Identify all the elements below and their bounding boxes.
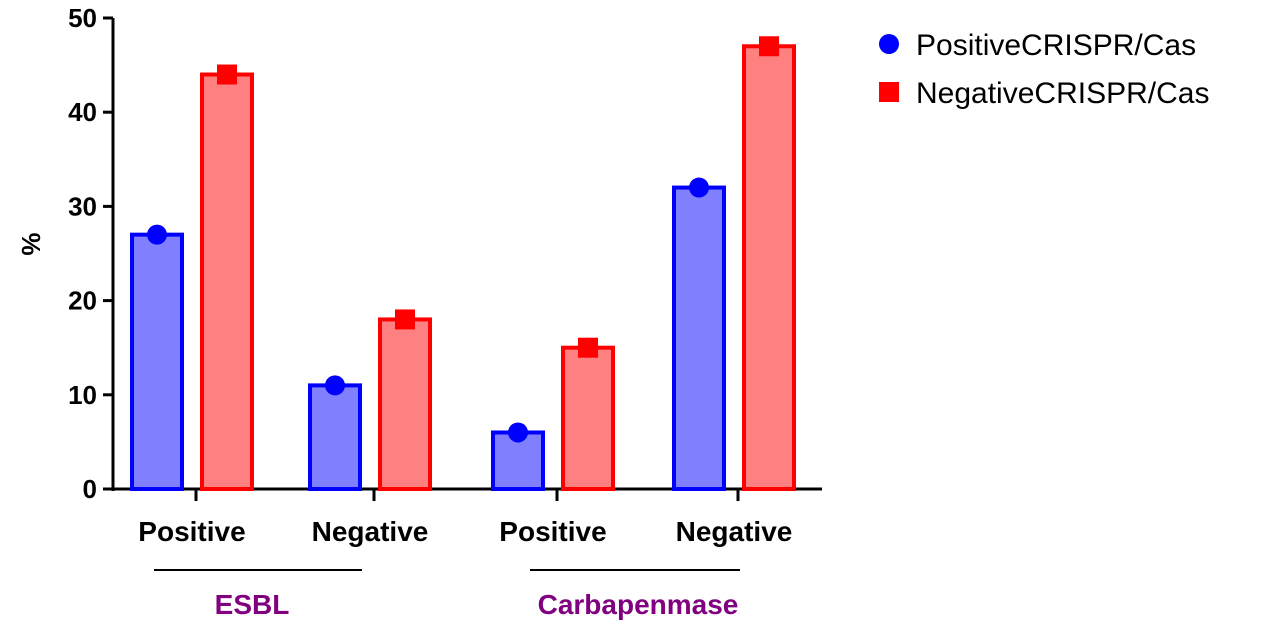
y-tick-label: 50 [68, 3, 97, 33]
bar-marker-square [217, 64, 237, 85]
y-tick-label: 20 [68, 286, 97, 316]
bar-positive-crispr [308, 383, 362, 492]
bar-marker-circle [147, 224, 167, 245]
y-tick-label: 40 [68, 97, 97, 127]
x-tick-label: Positive [499, 516, 606, 547]
y-axis-label: % [16, 232, 46, 255]
x-tick-label: Positive [138, 516, 245, 547]
bar-marker-square [578, 337, 598, 358]
y-tick-label: 0 [83, 474, 97, 504]
bar-marker-square [759, 36, 779, 57]
legend: PositiveCRISPR/Cas NegativeCRISPR/Cas [879, 29, 1209, 110]
y-tick-label: 30 [68, 191, 97, 221]
group-label: Carbapenmase [538, 589, 739, 620]
group-label: ESBL [215, 589, 290, 620]
bar-negative-crispr [561, 345, 615, 492]
legend-marker-square [879, 82, 899, 102]
legend-label: NegativeCRISPR/Cas [916, 77, 1209, 110]
x-tick-label: Negative [312, 516, 429, 547]
bar-negative-crispr [742, 44, 796, 491]
bar-positive-crispr [130, 232, 184, 491]
group-labels: ESBL Carbapenmase [154, 569, 740, 620]
x-axis: Positive Negative Positive Negative [113, 487, 822, 547]
bar-negative-crispr [200, 72, 254, 492]
bar-marker-circle [325, 375, 345, 396]
bars [130, 36, 796, 492]
y-axis: 0 10 20 30 40 50 [68, 3, 115, 504]
bar-positive-crispr [672, 185, 726, 491]
legend-label: PositiveCRISPR/Cas [916, 29, 1196, 62]
y-tick-label: 10 [68, 380, 97, 410]
bar-marker-square [395, 309, 415, 330]
legend-marker-circle [879, 34, 899, 54]
bar-marker-circle [689, 177, 709, 198]
bar-negative-crispr [378, 317, 432, 491]
bar-marker-circle [508, 422, 528, 443]
x-tick-label: Negative [676, 516, 793, 547]
